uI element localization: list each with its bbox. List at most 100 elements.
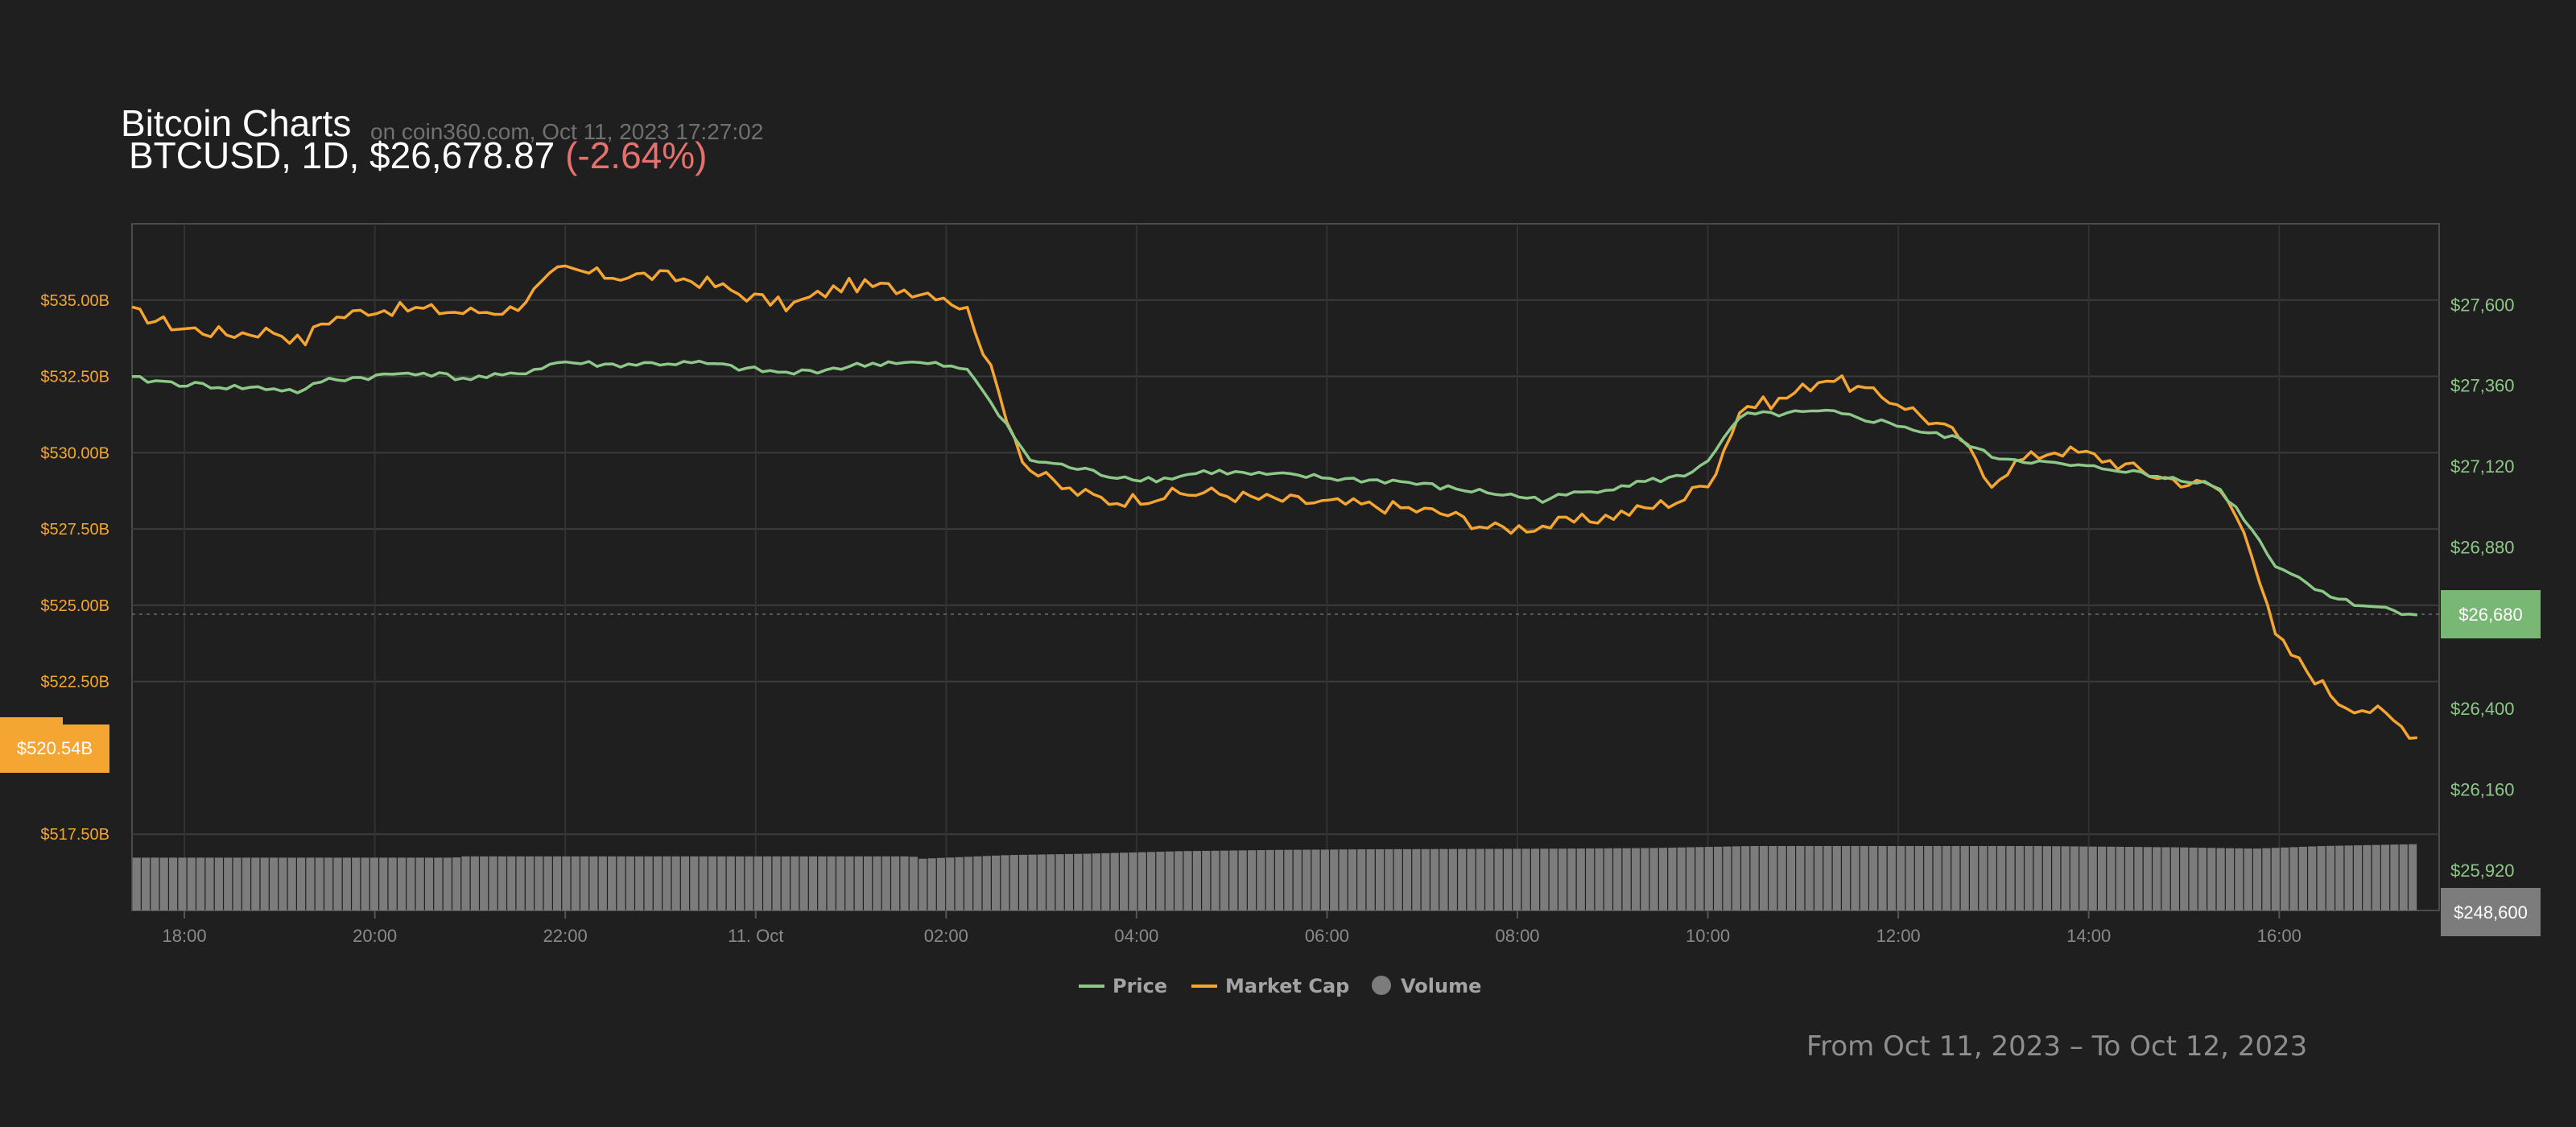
volume-bar xyxy=(2070,846,2079,910)
x-tick-label: 06:00 xyxy=(1305,926,1349,946)
volume-bar xyxy=(1677,847,1686,910)
volume-bar xyxy=(1202,850,1211,910)
volume-bar xyxy=(973,856,982,910)
volume-bar xyxy=(1375,848,1385,910)
price-badge xyxy=(2441,590,2541,639)
date-range[interactable]: From Oct 11, 2023 – To Oct 12, 2023 xyxy=(1806,1030,2308,1063)
volume-bar xyxy=(2042,846,2051,910)
volume-bar xyxy=(2399,844,2408,910)
volume-bar xyxy=(1613,848,1622,910)
volume-bar xyxy=(608,856,617,910)
volume-bar xyxy=(352,857,361,910)
volume-badge xyxy=(2441,888,2541,936)
volume-bar xyxy=(763,856,772,910)
volume-bar xyxy=(2372,844,2380,910)
volume-bar xyxy=(324,857,333,910)
volume-bar xyxy=(1037,854,1046,910)
volume-bar xyxy=(1284,849,1293,910)
volume-bar xyxy=(1366,848,1375,910)
volume-bar xyxy=(151,857,159,910)
volume-bar xyxy=(2298,846,2307,910)
volume-bar xyxy=(2244,848,2252,910)
volume-bar xyxy=(1695,847,1704,910)
legend: Price Market Cap Volume xyxy=(1079,975,1481,997)
volume-bar xyxy=(1732,846,1740,910)
volume-bar xyxy=(1174,851,1183,910)
right-tick-label: $27,120 xyxy=(2450,456,2515,477)
volume-bar xyxy=(625,856,634,910)
volume-bar xyxy=(1622,848,1631,910)
volume-bar xyxy=(964,857,973,910)
plot-frame xyxy=(131,223,2440,911)
volume-bar xyxy=(1183,851,1192,910)
volume-bar xyxy=(827,856,836,910)
volume-bar xyxy=(443,857,452,910)
volume-bar xyxy=(1494,848,1503,910)
price-change: (-2.64%) xyxy=(565,134,708,176)
volume-bar xyxy=(296,857,306,910)
volume-bar xyxy=(1229,850,1238,910)
volume-bar xyxy=(1668,847,1677,910)
volume-bar xyxy=(1586,848,1595,910)
volume-bar xyxy=(1001,855,1009,910)
volume-bar xyxy=(617,856,625,910)
x-tick-label: 14:00 xyxy=(2066,926,2111,946)
volume-bar xyxy=(407,857,415,910)
volume-bar xyxy=(1211,850,1220,910)
legend-item-market-cap[interactable]: Market Cap xyxy=(1191,975,1349,997)
volume-bar xyxy=(2033,846,2042,910)
volume-bar xyxy=(745,856,753,910)
volume-bar xyxy=(1777,846,1786,910)
volume-bar xyxy=(1686,847,1695,910)
volume-bar xyxy=(1942,846,1951,910)
volume-bar xyxy=(2143,847,2152,910)
legend-item-volume[interactable]: Volume xyxy=(1372,975,1481,997)
volume-bar xyxy=(1595,848,1604,910)
volume-bar xyxy=(279,857,287,910)
left-tick-label: $532.50B xyxy=(40,369,109,386)
volume-bar xyxy=(1421,848,1430,910)
volume-bar xyxy=(854,856,863,910)
volume-bar xyxy=(717,856,726,910)
legend-item-price[interactable]: Price xyxy=(1079,975,1167,997)
volume-bar xyxy=(379,857,388,910)
volume-bar xyxy=(1649,848,1658,910)
volume-bar xyxy=(2134,847,2143,910)
volume-bar xyxy=(919,858,927,910)
volume-bar xyxy=(2344,845,2353,910)
volume-bar xyxy=(690,856,699,910)
volume-bar xyxy=(663,856,671,910)
x-tick-label: 22:00 xyxy=(543,926,588,946)
volume-bar xyxy=(1805,846,1814,910)
volume-bar xyxy=(1814,846,1823,910)
volume-bar xyxy=(753,856,762,910)
volume-bar xyxy=(2116,846,2124,910)
legend-swatch xyxy=(1372,976,1391,995)
volume-bar xyxy=(2380,844,2390,910)
volume-bar xyxy=(1540,848,1549,910)
volume-bar xyxy=(1302,849,1311,910)
left-tick-label: $527.50B xyxy=(40,521,109,539)
volume-bar xyxy=(580,856,589,910)
volume-bars xyxy=(132,844,2417,910)
volume-bar xyxy=(1969,846,1979,910)
legend-label: Volume xyxy=(1401,975,1481,997)
volume-bar xyxy=(535,856,543,910)
volume-bar xyxy=(2061,846,2070,910)
volume-bar xyxy=(187,857,196,910)
volume-bar xyxy=(644,856,653,910)
volume-bar xyxy=(1576,848,1585,910)
left-tick-label: $535.00B xyxy=(40,292,109,310)
left-tick-label: $530.00B xyxy=(40,444,109,462)
x-tick-label: 04:00 xyxy=(1114,926,1158,946)
volume-bar xyxy=(1759,846,1768,910)
volume-bar xyxy=(2052,846,2061,910)
volume-bar xyxy=(214,857,223,910)
right-tick-label: $27,360 xyxy=(2450,376,2515,396)
volume-bar xyxy=(1430,848,1439,910)
volume-bar xyxy=(2207,848,2216,910)
volume-badge-label: $248,600 xyxy=(2454,902,2528,923)
volume-bar xyxy=(1311,849,1320,910)
volume-bar xyxy=(2326,845,2334,910)
